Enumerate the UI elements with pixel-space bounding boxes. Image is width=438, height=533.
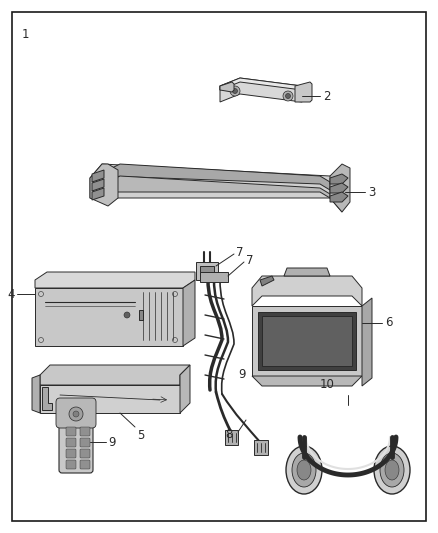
- Polygon shape: [330, 174, 348, 184]
- FancyBboxPatch shape: [80, 460, 90, 469]
- Polygon shape: [32, 375, 40, 413]
- Circle shape: [73, 411, 79, 417]
- Polygon shape: [220, 78, 302, 90]
- Text: 9: 9: [108, 435, 116, 448]
- Text: 10: 10: [320, 378, 335, 391]
- Circle shape: [69, 407, 83, 421]
- Polygon shape: [254, 440, 268, 455]
- FancyBboxPatch shape: [66, 427, 76, 436]
- Circle shape: [286, 93, 290, 99]
- Polygon shape: [252, 276, 362, 306]
- Polygon shape: [35, 272, 195, 288]
- Ellipse shape: [380, 453, 404, 487]
- Ellipse shape: [286, 446, 322, 494]
- Polygon shape: [108, 164, 330, 190]
- Polygon shape: [362, 298, 372, 386]
- Ellipse shape: [385, 460, 399, 480]
- Polygon shape: [284, 268, 330, 276]
- Polygon shape: [225, 430, 238, 445]
- Ellipse shape: [374, 446, 410, 494]
- Polygon shape: [180, 365, 190, 413]
- Polygon shape: [90, 164, 118, 206]
- FancyBboxPatch shape: [80, 449, 90, 458]
- Text: 1: 1: [22, 28, 29, 41]
- FancyBboxPatch shape: [56, 398, 96, 428]
- Text: 9: 9: [238, 368, 246, 382]
- Polygon shape: [92, 170, 104, 182]
- Polygon shape: [42, 387, 52, 410]
- Text: 7: 7: [246, 254, 254, 266]
- Polygon shape: [220, 78, 302, 102]
- FancyBboxPatch shape: [80, 438, 90, 447]
- FancyBboxPatch shape: [59, 399, 93, 473]
- Polygon shape: [40, 365, 190, 385]
- Text: 5: 5: [137, 429, 145, 442]
- Text: 2: 2: [323, 90, 331, 102]
- Text: 8: 8: [226, 429, 233, 441]
- Polygon shape: [252, 376, 362, 386]
- FancyBboxPatch shape: [66, 438, 76, 447]
- Text: 3: 3: [368, 185, 375, 198]
- Polygon shape: [35, 288, 183, 346]
- Circle shape: [283, 91, 293, 101]
- Polygon shape: [295, 82, 312, 102]
- FancyBboxPatch shape: [66, 460, 76, 469]
- Polygon shape: [262, 316, 352, 366]
- Polygon shape: [330, 192, 348, 202]
- Polygon shape: [196, 262, 218, 280]
- Polygon shape: [200, 266, 214, 276]
- Text: 7: 7: [236, 246, 244, 259]
- Polygon shape: [258, 312, 356, 370]
- Circle shape: [230, 86, 240, 96]
- Polygon shape: [40, 385, 180, 413]
- Circle shape: [233, 88, 237, 93]
- Polygon shape: [200, 272, 228, 282]
- Polygon shape: [183, 280, 195, 346]
- Ellipse shape: [292, 453, 316, 487]
- Polygon shape: [220, 82, 234, 92]
- FancyBboxPatch shape: [66, 449, 76, 458]
- Polygon shape: [139, 310, 143, 320]
- Polygon shape: [92, 179, 104, 191]
- FancyBboxPatch shape: [80, 427, 90, 436]
- Ellipse shape: [297, 460, 311, 480]
- Polygon shape: [90, 164, 342, 212]
- Polygon shape: [252, 306, 362, 376]
- Polygon shape: [330, 164, 350, 212]
- Polygon shape: [260, 276, 274, 286]
- Circle shape: [124, 312, 130, 318]
- Polygon shape: [330, 183, 348, 193]
- Text: 4: 4: [7, 287, 15, 301]
- Text: 6: 6: [385, 317, 392, 329]
- Polygon shape: [92, 188, 104, 200]
- Polygon shape: [108, 176, 330, 198]
